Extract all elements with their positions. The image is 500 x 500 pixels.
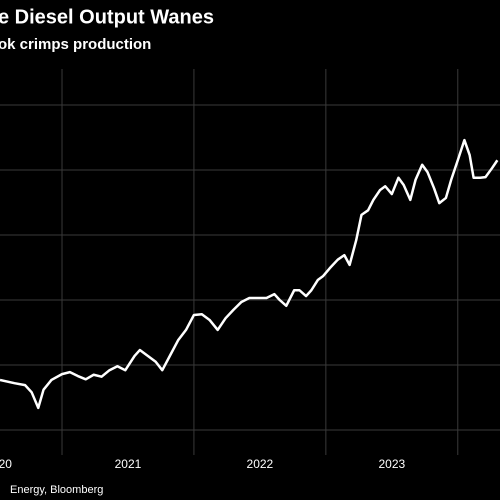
chart-subtitle: ok crimps production bbox=[0, 36, 151, 53]
chart-title: e Diesel Output Wanes bbox=[0, 6, 214, 28]
x-tick-label: 20 bbox=[0, 457, 12, 471]
line-series bbox=[0, 138, 499, 410]
x-tick-label: 2022 bbox=[247, 457, 274, 471]
source: Energy, Bloomberg bbox=[10, 484, 103, 496]
x-tick-label: 2023 bbox=[378, 457, 405, 471]
x-tick-label: 2021 bbox=[115, 457, 142, 471]
